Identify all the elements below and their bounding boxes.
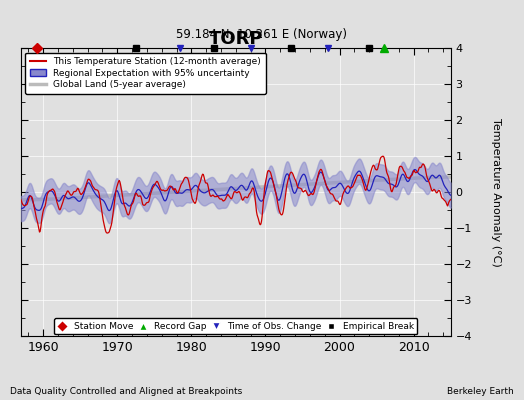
- Text: Berkeley Earth: Berkeley Earth: [447, 387, 514, 396]
- Text: 59.184 N, 10.261 E (Norway): 59.184 N, 10.261 E (Norway): [177, 28, 347, 41]
- Title: TORP: TORP: [209, 30, 263, 48]
- Legend: Station Move, Record Gap, Time of Obs. Change, Empirical Break: Station Move, Record Gap, Time of Obs. C…: [54, 318, 418, 334]
- Text: Data Quality Controlled and Aligned at Breakpoints: Data Quality Controlled and Aligned at B…: [10, 387, 243, 396]
- Y-axis label: Temperature Anomaly (°C): Temperature Anomaly (°C): [492, 118, 501, 266]
